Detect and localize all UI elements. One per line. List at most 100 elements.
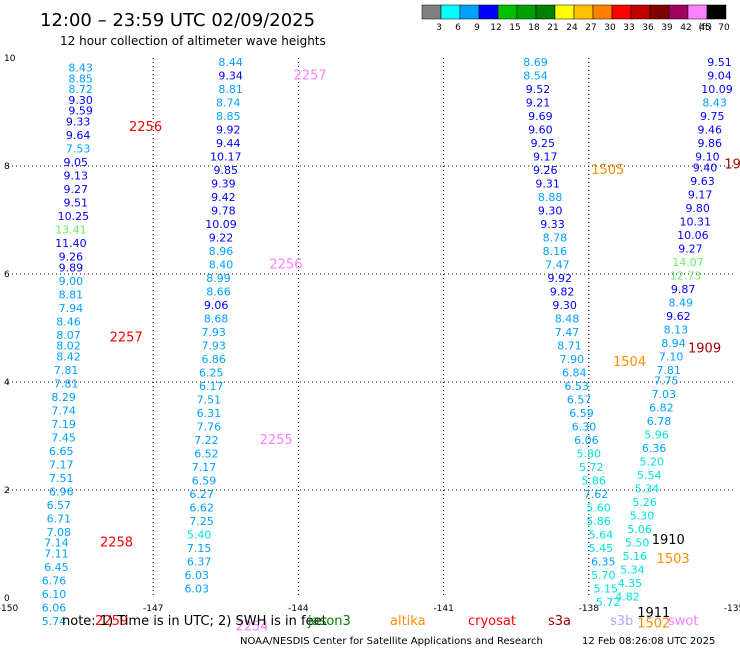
wave-height-value: 6.96 (49, 485, 74, 498)
wave-height-value: 9.27 (678, 242, 703, 255)
time-label: 2256 (269, 258, 302, 273)
wave-height-value: 8.78 (543, 232, 568, 245)
wave-height-value: 9.26 (533, 164, 558, 177)
wave-height-value: 8.94 (661, 337, 686, 350)
wave-height-value: 7.75 (654, 375, 679, 388)
wave-height-value: 7.11 (44, 548, 69, 561)
time-label: 1504 (613, 355, 646, 370)
legend-swatch (421, 4, 442, 20)
wave-height-value: 8.16 (543, 245, 568, 258)
legend-swatch (611, 4, 632, 20)
wave-height-value: 6.06 (574, 434, 599, 447)
legend-swatch (535, 4, 556, 20)
satellite-swot: swot (668, 614, 698, 629)
y-tick-label: 2 (4, 486, 10, 496)
wave-height-value: 8.88 (538, 191, 563, 204)
wave-height-value: 8.66 (206, 286, 231, 299)
time-label: 19 (724, 158, 740, 173)
wave-height-value: 7.03 (652, 388, 677, 401)
wave-height-value: 5.30 (630, 510, 655, 523)
wave-height-value: 9.92 (216, 124, 241, 137)
wave-height-value: 8.42 (56, 350, 81, 363)
wave-height-value: 4.82 (615, 591, 640, 604)
axis-ticks: -150 -147 -144 -141 -138 -135 0 2 4 6 8 10 (0, 54, 740, 614)
legend-swatch (554, 4, 575, 20)
wave-height-value: 9.51 (64, 197, 89, 210)
wave-height-value: 9.27 (64, 183, 89, 196)
wave-height-value: 9.78 (211, 205, 236, 218)
legend-label: 6 (455, 23, 461, 33)
wave-height-value: 7.45 (51, 431, 76, 444)
legend-label: 36 (642, 23, 654, 33)
wave-height-value: 7.25 (189, 515, 214, 528)
wave-height-value: 6.37 (187, 556, 212, 569)
time-label: 1502 (637, 617, 670, 632)
x-tick-label: -144 (288, 604, 309, 614)
satellite-s3b: s3b (610, 614, 633, 629)
x-tick-label: -138 (579, 604, 600, 614)
time-label: 2257 (294, 69, 327, 84)
legend-swatch (706, 4, 727, 20)
satellite-s3a: s3a (548, 614, 571, 629)
wave-height-value: 8.71 (557, 340, 582, 353)
wave-height-value: 9.05 (64, 156, 89, 169)
wave-height-value: 5.74 (42, 615, 67, 628)
wave-height-value: 9.00 (59, 275, 84, 288)
wave-height-value: 7.53 (66, 143, 91, 156)
wave-height-value: 6.57 (47, 499, 72, 512)
legend-label: 3 (436, 23, 442, 33)
legend-swatch (440, 4, 461, 20)
footer-timestamp: 12 Feb 08:26:08 UTC 2025 (582, 636, 715, 647)
color-legend: 3 6 9 12 15 18 21 24 27 30 33 36 39 42 45 70(ft) (421, 4, 730, 33)
y-tick-label: 8 (4, 162, 10, 172)
wave-height-value: 9.60 (528, 124, 553, 137)
legend-label: 27 (585, 23, 596, 33)
wave-height-value: 9.17 (533, 151, 558, 164)
legend-swatch (478, 4, 499, 20)
satellite-legend: jason3 altika cryosat s3a s3b swot (307, 614, 698, 629)
wave-height-value: 10.31 (680, 215, 712, 228)
wave-height-value: 7.93 (201, 340, 226, 353)
wave-height-value: 8.69 (523, 56, 548, 69)
legend-label: 15 (509, 23, 520, 33)
wave-height-value: 9.82 (550, 286, 575, 299)
legend-label: 45 (699, 23, 710, 33)
note-text: note: 1) Time is in UTC; 2) SWH is in fe… (62, 614, 327, 629)
wave-height-value: 9.33 (540, 218, 565, 231)
wave-height-value: 9.69 (528, 110, 553, 123)
wave-height-value: 7.93 (201, 326, 226, 339)
wave-height-value: 6.31 (197, 407, 222, 420)
wave-height-value: 9.31 (535, 178, 560, 191)
wave-height-value: 8.02 (56, 340, 81, 353)
wave-height-value: 9.85 (214, 164, 239, 177)
wave-height-value: 8.48 (555, 313, 580, 326)
wave-height-value: 12.73 (670, 269, 702, 282)
wave-height-value: 7.81 (54, 364, 79, 377)
wave-height-value: 8.85 (216, 110, 241, 123)
legend-label: 24 (566, 23, 578, 33)
wave-height-value: 8.99 (206, 272, 231, 285)
wave-height-value: 8.81 (218, 83, 243, 96)
legend-label: 70 (718, 23, 730, 33)
wave-height-value: 6.35 (591, 556, 616, 569)
wave-height-value: 7.90 (560, 353, 585, 366)
wave-height-value: 9.21 (526, 97, 551, 110)
wave-height-value: 7.47 (555, 326, 580, 339)
wave-height-value: 9.25 (531, 137, 556, 150)
wave-height-value: 9.46 (698, 124, 723, 137)
x-tick-label: -150 (0, 604, 18, 614)
legend-swatch (516, 4, 537, 20)
wave-height-value: 8.54 (523, 70, 548, 83)
wave-height-value: 9.06 (204, 299, 229, 312)
wave-height-value: 6.27 (189, 488, 214, 501)
wave-height-value: 7.51 (49, 472, 74, 485)
wave-height-value: 6.71 (47, 512, 72, 525)
time-label: 2257 (110, 331, 143, 346)
wave-height-value: 6.65 (49, 445, 74, 458)
wave-height-value: 9.39 (211, 178, 236, 191)
wave-height-value: 9.87 (671, 283, 696, 296)
wave-height-value: 6.06 (42, 602, 67, 615)
wave-height-value: 6.59 (192, 475, 217, 488)
wave-height-value: 9.33 (66, 116, 91, 129)
wave-height-value: 7.94 (59, 302, 84, 315)
